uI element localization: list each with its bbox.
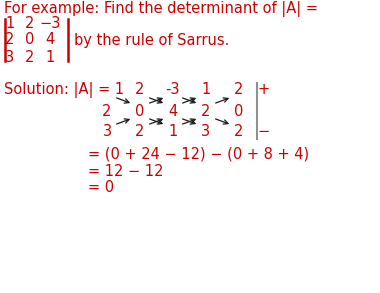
Text: 2: 2 [135, 83, 145, 98]
Text: 1: 1 [168, 125, 177, 139]
Text: 3: 3 [5, 50, 14, 64]
Text: 3: 3 [103, 125, 112, 139]
Text: 3: 3 [201, 125, 211, 139]
Text: 2: 2 [234, 83, 244, 98]
Text: = 12 − 12: = 12 − 12 [88, 163, 163, 178]
Text: −3: −3 [39, 16, 61, 30]
Text: 1: 1 [5, 16, 14, 30]
Text: by the rule of Sarrus.: by the rule of Sarrus. [74, 33, 230, 47]
Text: +: + [258, 83, 270, 98]
Text: −: − [258, 125, 270, 139]
Text: 4: 4 [45, 33, 55, 47]
Text: 2: 2 [201, 103, 211, 118]
Text: 2: 2 [5, 33, 15, 47]
Text: 2: 2 [25, 50, 35, 64]
Text: 4: 4 [168, 103, 177, 118]
Text: = 0: = 0 [88, 180, 114, 195]
Text: 1: 1 [201, 83, 211, 98]
Text: For example: Find the determinant of |A| =: For example: Find the determinant of |A|… [4, 1, 318, 17]
Text: 0: 0 [234, 103, 244, 118]
Text: Solution: |A| = 1: Solution: |A| = 1 [4, 82, 124, 98]
Text: 2: 2 [234, 125, 244, 139]
Text: -3: -3 [166, 83, 180, 98]
Text: = (0 + 24 − 12) − (0 + 8 + 4): = (0 + 24 − 12) − (0 + 8 + 4) [88, 146, 309, 161]
Text: 2: 2 [25, 16, 35, 30]
Text: 0: 0 [25, 33, 35, 47]
Text: 1: 1 [45, 50, 55, 64]
Text: 2: 2 [135, 125, 145, 139]
Text: 2: 2 [102, 103, 112, 118]
Text: 0: 0 [135, 103, 145, 118]
